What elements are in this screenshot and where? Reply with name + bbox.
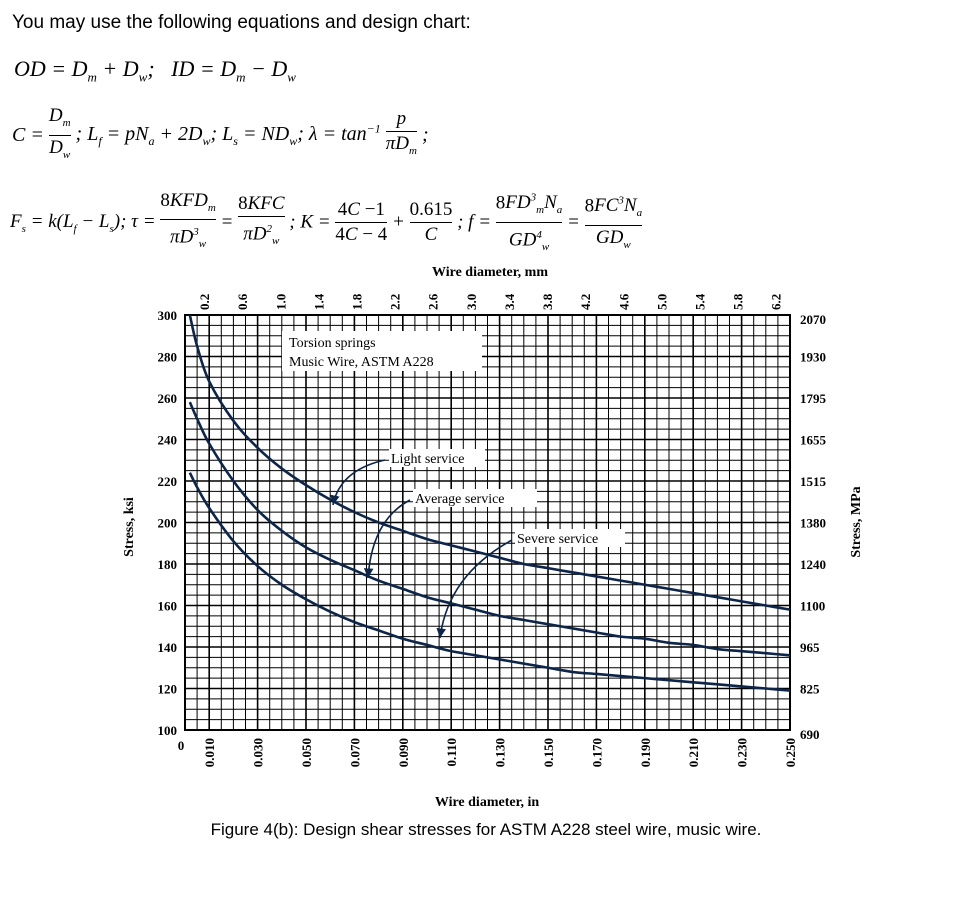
x-top-tick-label: 6.2: [769, 294, 784, 310]
equation-od-id: OD = Dm + Dw; ID = Dm − Dw: [14, 56, 296, 85]
x-tick-label: 0.170: [589, 738, 604, 767]
y-axis-label: Stress, ksi: [122, 497, 137, 557]
y-right-tick-label: 1380: [800, 516, 826, 531]
y-tick-label: 200: [158, 516, 178, 531]
equation-force-stress: Fs = k(Lf − Ls); τ = 8KFDm πD3w = 8KFC π…: [10, 186, 643, 259]
x-top-tick-label: 5.4: [692, 293, 707, 310]
title-backdrop: [282, 331, 482, 371]
series-label-backdrop: [515, 529, 625, 547]
series-label-backdrop: [413, 489, 537, 507]
x-top-tick-label: 0.6: [235, 293, 250, 310]
plot-frame: [184, 314, 791, 731]
x-tick-label: 0.190: [638, 738, 653, 767]
y-tick-label: 160: [158, 599, 178, 614]
x-tick-label: 0.130: [493, 738, 508, 767]
y-right-tick-label: 1100: [800, 599, 825, 614]
y-right-tick-label: 690: [800, 727, 820, 742]
x-top-tick-label: 5.8: [731, 293, 746, 310]
x-top-tick-label: 1.0: [273, 294, 288, 310]
x-tick-label: 0.150: [541, 738, 556, 767]
y-tick-label: 140: [158, 640, 178, 655]
x-axis-label-top: Wire diameter, mm: [432, 265, 548, 280]
x-top-tick-label: 2.2: [388, 294, 403, 310]
y-tick-label: 120: [158, 682, 178, 697]
y-right-tick-label: 965: [800, 640, 820, 655]
x-tick-label: 0.090: [396, 738, 411, 767]
figure-caption: Figure 4(b): Design shear stresses for A…: [210, 820, 762, 839]
x-tick-label: 0.250: [783, 738, 798, 767]
series-label-backdrop: [389, 449, 485, 467]
x-tick-label: 0.030: [251, 738, 266, 767]
y-right-tick-label: 1240: [800, 557, 826, 572]
arrow-average-service: [363, 499, 411, 579]
x-top-tick-label: 0.2: [197, 294, 212, 310]
series-line-light-service: [188, 314, 791, 611]
y-right-tick-label: 825: [800, 682, 820, 697]
y-right-tick-label: 1795: [800, 391, 827, 406]
x-tick-label: 0.230: [735, 738, 750, 767]
x-top-tick-label: 4.6: [616, 293, 631, 310]
x-top-tick-label: 4.2: [578, 294, 593, 310]
y-tick-label: 180: [158, 557, 178, 572]
series-line-severe-service: [188, 472, 791, 692]
arrow-light-service: [330, 459, 386, 506]
y-axis-label-right: Stress, MPa: [849, 486, 864, 557]
x-tick-label: 0: [178, 738, 185, 753]
y-right-tick-label: 1655: [800, 433, 827, 448]
x-top-tick-label: 3.8: [540, 293, 555, 310]
x-top-tick-label: 1.8: [349, 293, 364, 310]
chart-subtitle: Music Wire, ASTM A228: [289, 355, 434, 370]
arrow-severe-service: [436, 539, 513, 639]
x-top-tick-label: 3.0: [464, 294, 479, 310]
y-tick-label: 100: [158, 723, 178, 738]
x-tick-label: 0.070: [347, 738, 362, 767]
y-tick-label: 260: [158, 391, 178, 406]
x-tick-label: 0.050: [299, 738, 314, 767]
x-tick-label: 0.010: [202, 738, 217, 767]
series-label: Severe service: [517, 532, 598, 547]
chart-title: Torsion springs: [289, 336, 376, 351]
series-line-average-service: [188, 401, 791, 657]
x-top-tick-label: 5.0: [654, 294, 669, 310]
x-top-tick-label: 3.4: [502, 293, 517, 310]
y-tick-label: 220: [158, 474, 178, 489]
y-right-tick-label: 1515: [800, 474, 827, 489]
x-top-tick-label: 1.4: [311, 293, 326, 310]
y-tick-label: 280: [158, 350, 178, 365]
equation-index-lengths: C = Dm Dw ; Lf = pNa + 2Dw; Ls = NDw; λ …: [12, 105, 429, 161]
x-tick-label: 0.210: [686, 738, 701, 767]
x-top-tick-label: 2.6: [426, 293, 441, 310]
y-right-tick-label: 2070: [800, 312, 826, 327]
intro-text: You may use the following equations and …: [12, 12, 471, 33]
y-right-tick-label: 1930: [800, 350, 826, 365]
series-label: Average service: [415, 492, 505, 507]
y-tick-label: 300: [158, 308, 178, 323]
y-tick-label: 240: [158, 433, 178, 448]
series-label: Light service: [391, 452, 464, 467]
x-axis-label: Wire diameter, in: [435, 795, 540, 810]
x-tick-label: 0.110: [444, 738, 459, 767]
